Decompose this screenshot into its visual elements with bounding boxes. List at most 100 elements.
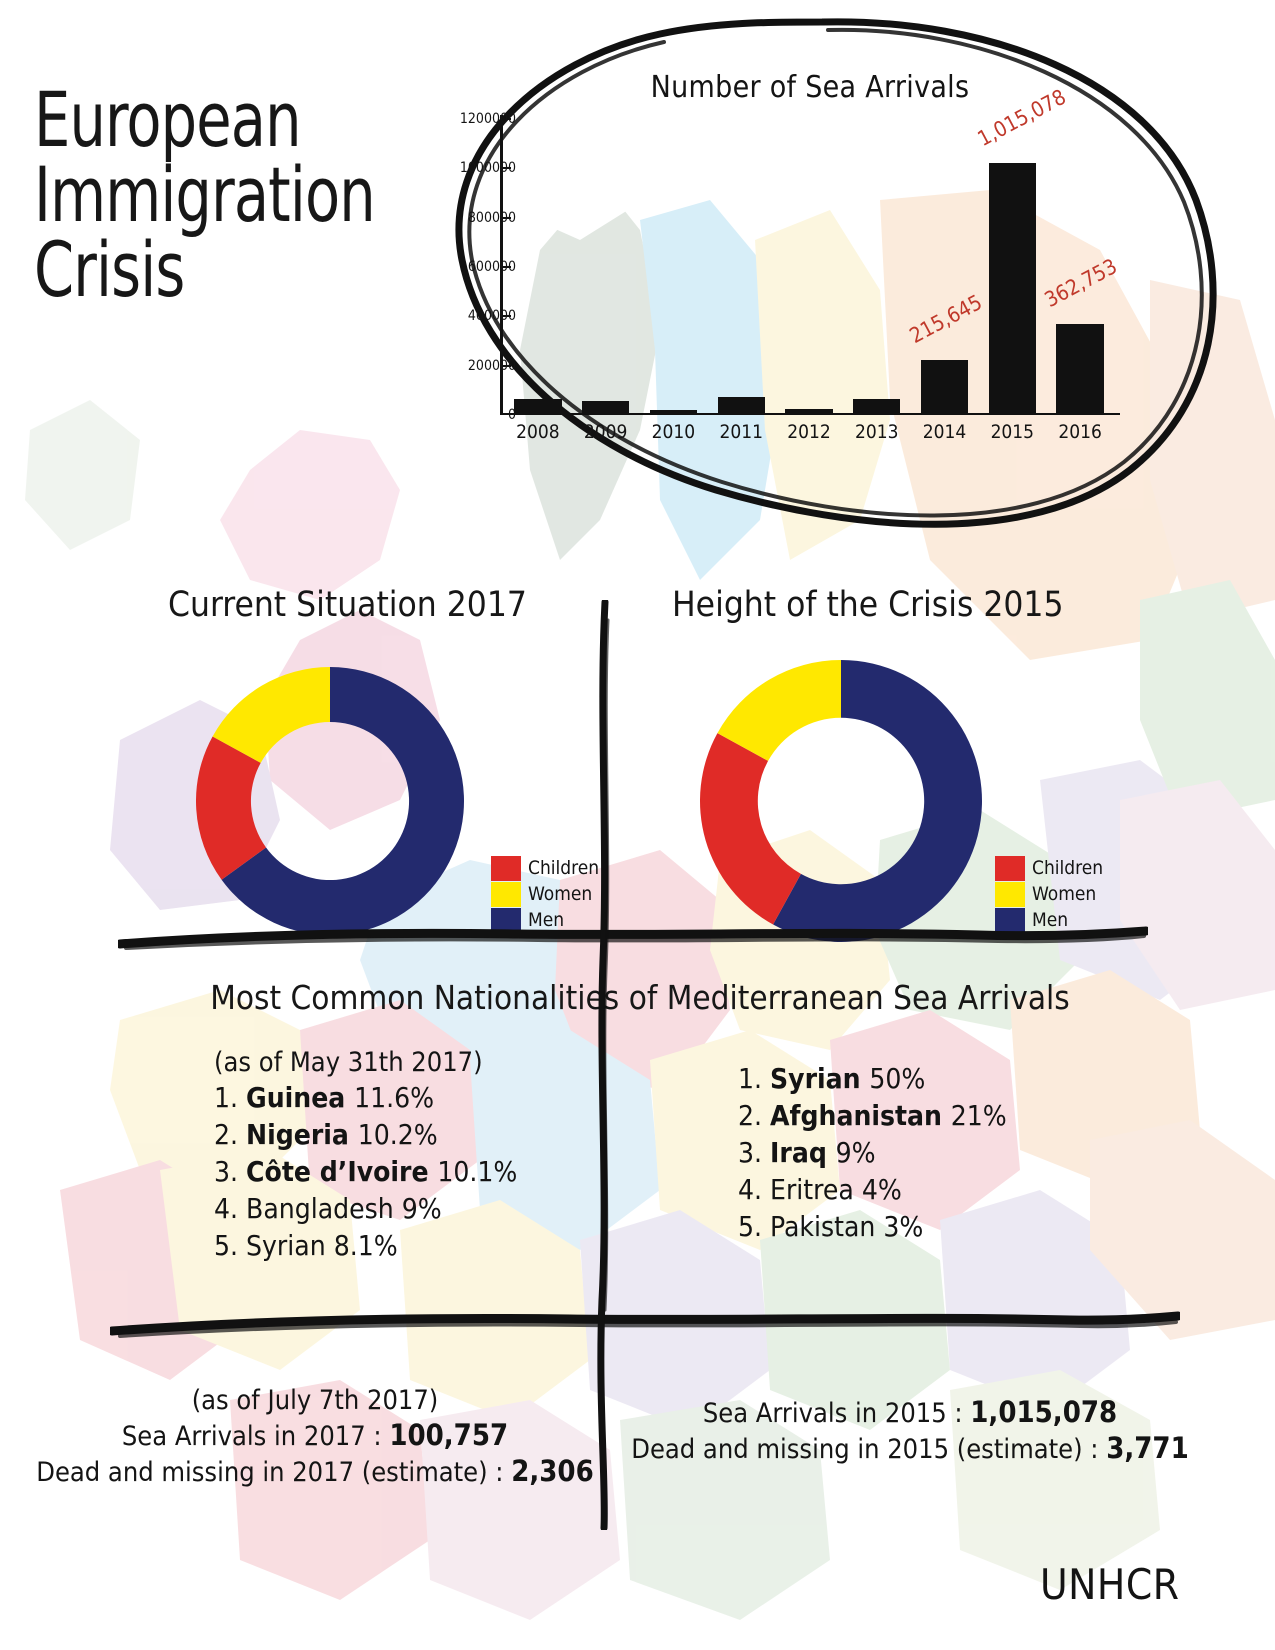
legend-swatch-children: [995, 855, 1025, 881]
summary-stats-2017: (as of July 7th 2017) Sea Arrivals in 20…: [30, 1385, 600, 1490]
stats-left-note: (as of July 7th 2017): [191, 1385, 439, 1416]
bar-2010: [649, 410, 698, 413]
legend-label-children: Children: [1032, 856, 1104, 879]
nationality-rank: 2.: [214, 1118, 247, 1151]
legend-item-men: Men: [491, 907, 599, 933]
stats-right-dead-value: 3,771: [1106, 1431, 1189, 1465]
stats-left-arrivals-value: 100,757: [389, 1418, 509, 1452]
y-tick-mark: [500, 216, 511, 219]
nationality-item: 5. Syrian 8.1%: [214, 1229, 564, 1262]
donut-slice-men: [773, 660, 982, 942]
nationality-rank: 1.: [738, 1062, 771, 1095]
x-tick-label-2011: 2011: [719, 421, 763, 443]
bar-2012: [785, 408, 833, 413]
nationality-rank: 3.: [214, 1155, 247, 1188]
nationality-percent: 21%: [950, 1099, 1007, 1132]
x-axis-category-labels: 2008 2009 2010 2011 2012 2013 2014 2015 2016: [500, 417, 1120, 447]
x-tick-label-2014: 2014: [922, 421, 967, 443]
stats-right-arrivals-label: Sea Arrivals in 2015 :: [702, 1398, 971, 1429]
bar-2016: [1056, 323, 1104, 413]
y-tick-label: 400000: [467, 308, 516, 325]
divider-rule-vertical: [575, 598, 635, 1532]
nationality-item: 2. Afghanistan 21%: [738, 1099, 1088, 1132]
bar-chart-plot-area: 0 200000 400000 600000 800000 1000000 1200000 …: [460, 84, 1122, 443]
x-tick-label-2012: 2012: [787, 421, 831, 443]
nationality-rank: 3.: [738, 1136, 771, 1169]
legend-label-women: Women: [528, 882, 593, 905]
legend-item-women: Women: [491, 881, 599, 907]
nationality-percent: 50%: [869, 1062, 926, 1095]
nationality-name: Syrian: [246, 1229, 334, 1262]
nationality-name: Côte d’Ivoire: [246, 1155, 438, 1188]
y-tick-mark: [500, 167, 511, 170]
nationality-percent: 10.1%: [437, 1155, 518, 1188]
nationality-item: 1. Syrian 50%: [738, 1062, 1088, 1095]
stats-right-dead: Dead and missing in 2015 (estimate) : 3,…: [630, 1431, 1190, 1465]
nationality-rank: 5.: [214, 1229, 247, 1262]
donut-slice-women: [212, 667, 330, 763]
bar-value-label-2016: 362,753: [1041, 253, 1122, 312]
bar-2014: [920, 359, 969, 413]
nationality-name: Nigeria: [246, 1118, 358, 1151]
legend-label-women: Women: [1032, 882, 1097, 905]
y-tick-label: 800000: [467, 209, 516, 226]
nationalities-note: (as of May 31th 2017): [214, 1047, 483, 1078]
y-tick-mark: [500, 364, 511, 367]
nationalities-list-2017: (as of May 31th 2017) 1. Guinea 11.6% 2. N…: [214, 1047, 564, 1266]
donut-slice-children: [196, 736, 267, 880]
legend-swatch-children: [491, 855, 521, 881]
legend-item-women: Women: [995, 881, 1103, 907]
bar-value-label-2014: 215,645: [905, 289, 986, 348]
donut-legend-2017: Children Women Men: [491, 855, 599, 933]
donut-title-2015: Height of the Crisis 2015: [672, 585, 1064, 625]
donut-slice-women: [717, 660, 841, 761]
stats-left-arrivals: Sea Arrivals in 2017 : 100,757: [30, 1418, 600, 1452]
nationality-name: Afghanistan: [770, 1099, 951, 1132]
y-tick-label: 1200000: [459, 111, 516, 127]
nationality-rank: 2.: [738, 1099, 771, 1132]
page-title-line-2: Immigration: [34, 150, 376, 240]
nationality-name: Guinea: [246, 1081, 355, 1114]
stats-right-arrivals-value: 1,015,078: [970, 1395, 1118, 1429]
legend-item-men: Men: [995, 907, 1103, 933]
donut-chart-2017: [196, 667, 464, 935]
sea-arrivals-bar-chart: Number of Sea Arrivals 0 200000 400000 6000…: [460, 70, 1122, 443]
legend-label-children: Children: [528, 856, 600, 879]
x-tick-label-2008: 2008: [516, 421, 560, 443]
legend-swatch-men: [995, 907, 1025, 933]
y-tick-label: 200000: [467, 357, 516, 374]
nationality-percent: 8.1%: [333, 1229, 398, 1262]
bar-2009: [581, 400, 630, 413]
nationality-percent: 9%: [835, 1136, 876, 1169]
stats-left-dead: Dead and missing in 2017 (estimate) : 2,…: [30, 1454, 600, 1488]
nationality-rank: 4.: [214, 1192, 247, 1225]
x-tick-label-2009: 2009: [583, 421, 628, 443]
y-tick-mark: [500, 118, 511, 120]
y-tick-mark: [500, 266, 511, 268]
x-tick-label-2010: 2010: [651, 421, 696, 443]
legend-item-children: Children: [491, 855, 599, 881]
legend-label-men: Men: [1032, 908, 1069, 931]
y-tick-label: 1000000: [459, 160, 516, 177]
nationalities-heading: Most Common Nationalities of Mediterrane…: [210, 978, 1070, 1017]
bar-2013: [853, 399, 901, 413]
donut-slice-children: [700, 733, 801, 925]
nationality-item: 4. Eritrea 4%: [738, 1173, 1088, 1206]
nationality-name: Pakistan: [770, 1210, 884, 1243]
bar-2015: [988, 162, 1037, 413]
nationality-percent: 9%: [401, 1192, 442, 1225]
nationality-item: 5. Pakistan 3%: [738, 1210, 1088, 1243]
nationality-percent: 3%: [883, 1210, 924, 1243]
nationality-rank: 4.: [738, 1173, 771, 1206]
bar-2011: [717, 396, 765, 413]
y-axis-line: [500, 115, 503, 415]
y-tick-label: 0: [507, 407, 516, 423]
nationality-rank: 1.: [214, 1081, 247, 1114]
nationality-name: Eritrea: [770, 1173, 862, 1206]
x-tick-label-2015: 2015: [990, 421, 1035, 443]
nationality-percent: 10.2%: [357, 1118, 438, 1151]
nationality-rank: 5.: [738, 1210, 771, 1243]
page-title-line-3: Crisis: [34, 225, 185, 315]
bar-2008: [514, 399, 562, 413]
page-title: European Immigration Crisis: [34, 81, 395, 315]
